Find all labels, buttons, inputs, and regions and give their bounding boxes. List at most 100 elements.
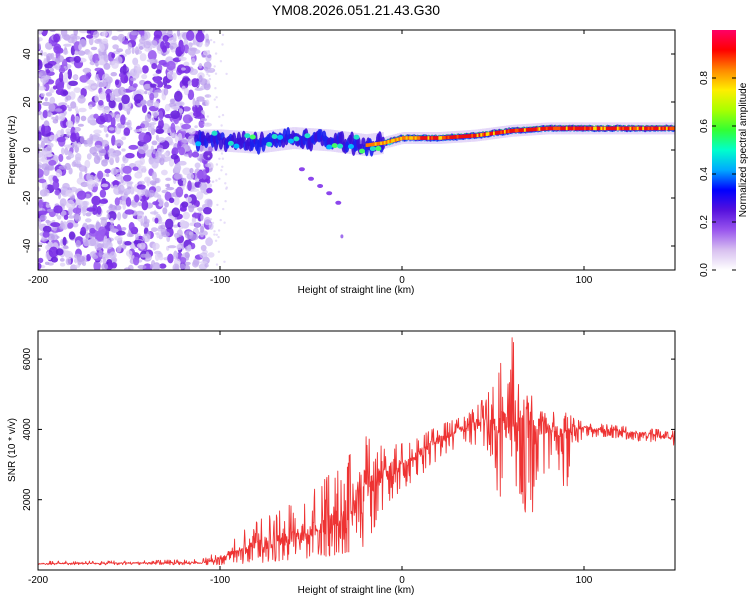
spectrogram-noise-blob (183, 61, 190, 67)
spectrogram-noise-blob (62, 49, 69, 55)
spectrogram-noise-blob (105, 173, 110, 177)
spectrogram-noise-blob (38, 242, 43, 246)
spectrogram-ridge-core (241, 130, 246, 144)
spectrogram-noise-blob (47, 241, 53, 247)
spectrogram-ridge-max (440, 136, 443, 140)
spectrogram-noise-blob (224, 173, 228, 176)
spectrogram-noise-blob (163, 87, 169, 96)
spectrogram-noise-blob (209, 218, 213, 221)
spectrogram-noise-blob (84, 231, 90, 241)
spectrogram-noise-blob (108, 127, 115, 131)
spectrogram-ridge-edge (493, 135, 495, 137)
spectrogram-noise-blob (100, 218, 108, 227)
spectrogram-xtick-label: -200 (28, 275, 48, 286)
spectrogram-noise-blob (106, 213, 110, 220)
spectrogram-noise-blob (58, 66, 66, 74)
spectrogram-ytick-label: 40 (22, 48, 33, 60)
spectrogram-ridge-max (655, 126, 658, 131)
spectrogram-noise-blob (93, 144, 103, 152)
spectrogram-noise-blob (150, 158, 155, 164)
spectrogram-noise-blob (52, 119, 59, 124)
spectrogram-noise-blob (121, 94, 130, 105)
spectrogram-noise-blob (66, 131, 71, 137)
spectrogram-ylabel: Frequency (Hz) (7, 116, 18, 185)
spectrogram-noise-blob (203, 66, 208, 71)
spectrogram-noise-blob (41, 124, 46, 135)
spectrogram-noise-blob (218, 177, 221, 180)
spectrogram-noise-blob (58, 72, 64, 83)
spectrogram-ridge-max (465, 134, 468, 138)
spectrogram-noise-blob (158, 119, 164, 130)
spectrogram-ridge-max (580, 126, 583, 131)
colorbar: 0.0 0.2 0.4 0.6 0.8 Normalized spectral ampl… (699, 30, 749, 277)
spectrogram-noise-blob (131, 47, 135, 54)
spectrogram-noise-blob (80, 181, 89, 188)
spectrogram-ridge-edge (569, 130, 572, 132)
spectrogram-noise-blob (205, 53, 212, 62)
spectrogram-ridge-edge (409, 140, 412, 142)
spectrogram-noise-blob (120, 114, 126, 126)
spectrogram-noise-blob (200, 244, 207, 252)
spectrogram-ridge-edge (605, 130, 608, 132)
spectrogram-noise-blob (191, 217, 196, 222)
spectrogram-noise-blob (187, 89, 195, 101)
spectrogram-noise-blob (105, 133, 109, 138)
spectrogram-noise-blob (155, 128, 164, 134)
spectrogram-noise-blob (136, 103, 146, 107)
spectrogram-ridge-max (482, 132, 485, 137)
spectrogram-noise-blob (38, 102, 42, 113)
spectrogram-ridge-edge (587, 130, 590, 132)
spectrogram-ridge-edge (412, 134, 415, 136)
spectrogram-ridge-edge (460, 139, 463, 140)
spectrogram-noise-blob (116, 230, 126, 236)
spectrogram-noise-blob (91, 85, 96, 89)
spectrogram-noise-blob (158, 110, 164, 121)
spectrogram-ridge-edge (482, 137, 485, 138)
spectrogram-noise-blob (214, 87, 217, 90)
spectrogram-ridge-max (367, 143, 370, 147)
spectrogram-ridge-edge (653, 125, 656, 127)
spectrogram-ridge-edge (511, 127, 514, 129)
spectrogram-noise-blob (135, 232, 139, 241)
spectrogram-noise-blob (44, 261, 50, 265)
spectrogram-ridge-peak (348, 144, 354, 149)
spectrogram-noise-blob (203, 257, 210, 262)
spectrogram-ridge-max (602, 126, 605, 131)
spectrogram-noise-blob (40, 141, 45, 149)
spectrogram-noise-blob (33, 225, 36, 230)
spectrogram-noise-blob (174, 234, 180, 239)
spectrogram-noise-blob (171, 147, 179, 156)
spectrogram-noise-blob (58, 165, 68, 170)
spectrogram-noise-blob (182, 180, 186, 188)
spectrogram-noise-blob (216, 203, 219, 207)
spectrogram-ridge-max (449, 135, 452, 140)
spectrogram-noise-blob (46, 208, 54, 212)
spectrogram-noise-blob (54, 108, 63, 112)
spectrogram-ridge-max (571, 126, 574, 131)
spectrogram-ridge-max (562, 126, 565, 131)
spectrogram-ridge-edge (547, 130, 550, 132)
spectrogram-ridge-max (534, 127, 538, 131)
spectrogram-noise-blob (70, 101, 77, 109)
spectrogram-ridge-max (618, 126, 621, 131)
spectrogram-ridge-max (513, 128, 516, 133)
spectrogram-ridge-max (438, 136, 441, 140)
spectrogram-ridge-edge (620, 130, 623, 132)
snr-xlabel: Height of straight line (km) (298, 585, 415, 596)
spectrogram-ridge-edge (474, 138, 477, 139)
spectrogram-ridge-edge (434, 140, 437, 142)
spectrogram-noise-blob (116, 168, 121, 173)
spectrogram-ridge-edge (558, 130, 561, 132)
spectrogram-noise-blob (136, 184, 146, 190)
spectrogram-noise-blob (33, 250, 38, 261)
snr-ticks: -200 -100 0 100 2000 4000 6000 (22, 331, 675, 586)
spectrogram-ridge-max (514, 128, 518, 133)
spectrogram-noise-blob (47, 233, 55, 241)
spectrogram-ridge-edge (453, 139, 455, 141)
spectrogram-ridge-max (476, 133, 479, 138)
spectrogram-ridge-max (611, 126, 614, 131)
spectrogram-noise-blob (219, 60, 223, 63)
spectrogram-ytick-label: 20 (22, 96, 33, 108)
spectrogram-noise-blob (167, 253, 174, 264)
